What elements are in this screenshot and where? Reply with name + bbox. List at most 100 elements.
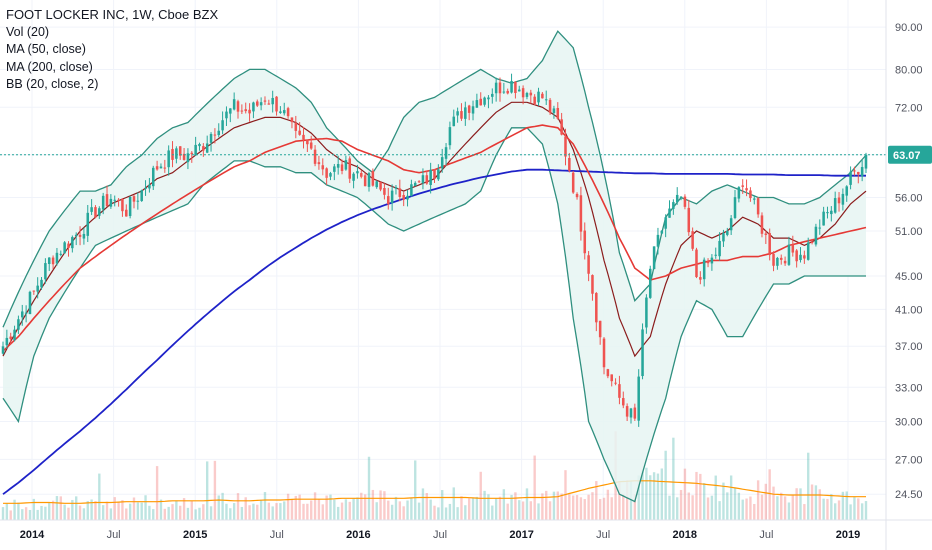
candle-body — [475, 100, 479, 108]
candle-body — [275, 96, 278, 112]
candle-body — [128, 196, 132, 217]
volume-bar — [572, 495, 575, 520]
volume-bar — [225, 503, 228, 520]
candle-body — [59, 253, 63, 255]
chart-legend: FOOT LOCKER INC, 1W, Cboe BZX Vol (20) M… — [6, 6, 218, 94]
candle — [791, 235, 795, 257]
candle-body — [313, 149, 317, 164]
candle-body — [410, 184, 413, 196]
candle-body — [252, 102, 255, 112]
legend-bb[interactable]: BB (20, close, 2) — [6, 77, 99, 91]
candle — [683, 194, 687, 210]
volume-bar — [98, 473, 101, 520]
volume-bar — [402, 506, 405, 520]
volume-bar — [541, 493, 544, 520]
candle-body — [279, 111, 282, 113]
volume-bar — [317, 499, 321, 520]
candle — [371, 168, 375, 187]
legend-ma50[interactable]: MA (50, close) — [6, 42, 86, 56]
candle-body — [144, 187, 147, 189]
volume-bar — [483, 490, 486, 520]
candle — [113, 195, 116, 207]
volume-bar — [352, 498, 355, 520]
candle — [556, 102, 560, 120]
volume-bar — [67, 507, 70, 520]
volume-bar — [529, 501, 533, 520]
candle-body — [55, 252, 59, 264]
volume-bar — [587, 494, 590, 520]
candle-body — [402, 195, 405, 200]
volume-bar — [371, 489, 375, 520]
candle-body — [791, 244, 795, 253]
volume-bar — [729, 475, 733, 520]
candle — [74, 232, 78, 246]
candle — [498, 77, 502, 102]
time-axis[interactable]: 2014 Jul 2015 Jul 2016 Jul 2017 Jul 2018 Jul 2019 — [20, 529, 860, 541]
candle-body — [764, 233, 768, 235]
price-axis[interactable]: 90.00 80.00 72.00 56.00 51.00 45.00 41.00 37.00… — [895, 22, 923, 501]
volume-bar — [622, 493, 625, 520]
volume-bar — [232, 503, 236, 520]
candle — [275, 96, 278, 116]
volume-bar — [475, 496, 479, 520]
volume-bar — [629, 481, 633, 520]
volume-bar — [140, 502, 143, 520]
candle — [464, 101, 467, 126]
candle — [810, 238, 814, 245]
legend-ma200[interactable]: MA (200, close) — [6, 59, 93, 74]
candle — [722, 229, 725, 247]
candle — [390, 184, 394, 211]
candle-body — [1, 346, 5, 354]
bollinger-upper-band — [2, 30, 867, 328]
price-tick-label: 90.00 — [895, 22, 923, 34]
candle-body — [583, 230, 587, 254]
candle-body — [387, 196, 390, 205]
candle — [656, 227, 660, 255]
candle — [198, 142, 201, 151]
volume-bar — [633, 494, 637, 520]
candle — [155, 160, 159, 171]
volume-bar — [94, 501, 97, 520]
volume-bar — [664, 450, 667, 520]
candle — [737, 186, 741, 203]
candle — [587, 250, 590, 282]
candle — [232, 92, 236, 111]
year-tick-label: 2018 — [673, 529, 697, 541]
bollinger-fill — [3, 31, 866, 502]
candle — [652, 246, 656, 270]
candle — [94, 205, 97, 219]
candle-body — [737, 187, 741, 199]
volume-bar — [117, 501, 120, 520]
candle — [410, 179, 413, 197]
volume-bar — [691, 495, 694, 520]
volume-bar — [560, 493, 563, 520]
volume-bar — [240, 506, 244, 520]
candle — [151, 165, 155, 191]
legend-volume[interactable]: Vol (20) — [6, 24, 50, 39]
volume-bar — [676, 497, 679, 520]
volume-bar — [152, 509, 155, 520]
candle-body — [371, 171, 375, 186]
volume-bar — [749, 496, 752, 520]
price-tick-label: 27.00 — [895, 454, 923, 466]
candle-body — [760, 215, 764, 234]
candle-body — [595, 293, 598, 323]
candle-body — [675, 194, 679, 203]
symbol-title[interactable]: FOOT LOCKER INC, 1W, Cboe BZX — [6, 7, 219, 22]
volume-bar — [406, 500, 409, 520]
candle — [71, 235, 74, 253]
candle-body — [779, 257, 783, 260]
volume-bar — [294, 495, 297, 520]
candle — [533, 94, 536, 106]
candle — [352, 172, 355, 189]
candle-body — [248, 109, 251, 114]
candle — [595, 292, 598, 332]
candle-body — [383, 188, 386, 195]
candle-body — [564, 136, 567, 157]
candle-body — [521, 88, 525, 98]
candle-body — [806, 242, 810, 260]
candle-body — [618, 384, 621, 398]
candle-body — [729, 218, 733, 231]
candle — [552, 105, 556, 119]
